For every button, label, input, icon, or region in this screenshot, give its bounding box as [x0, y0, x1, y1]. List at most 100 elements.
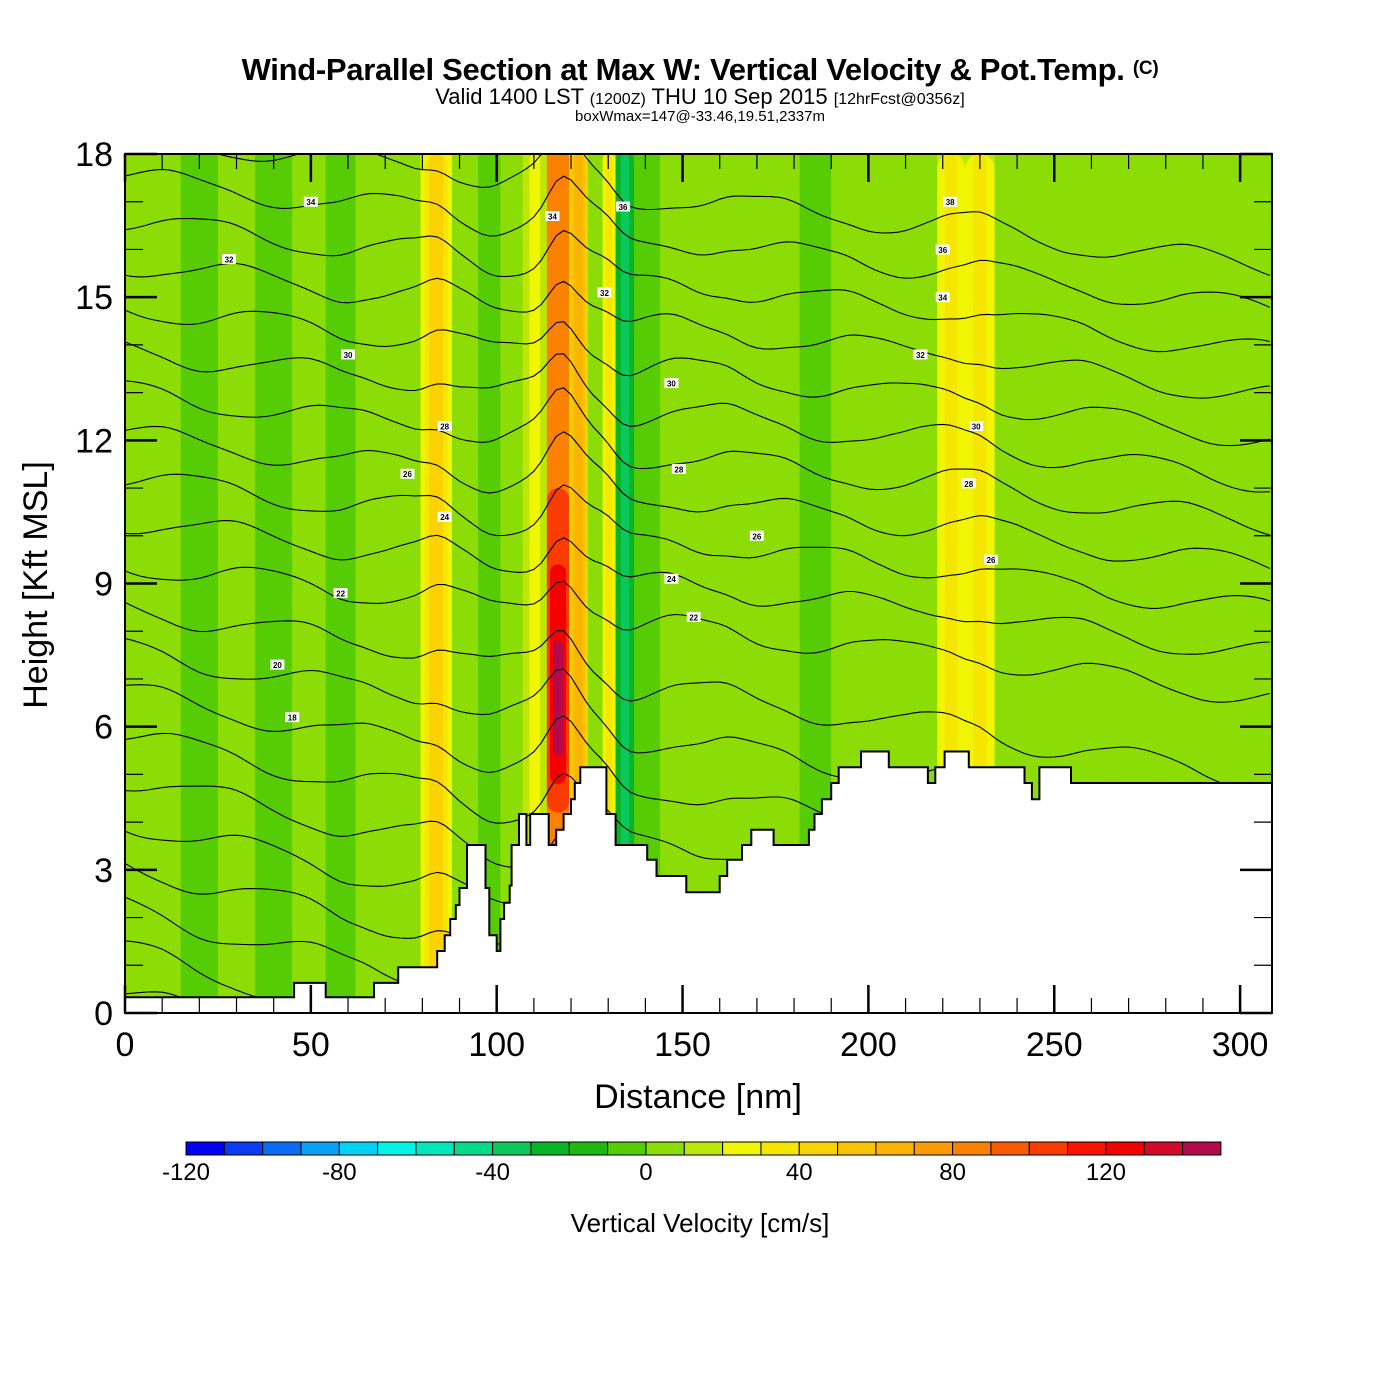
velocity-band [387, 154, 421, 1013]
colorbar-swatch [300, 1141, 340, 1156]
contour-label: 32 [913, 349, 928, 360]
svg-text:38: 38 [946, 198, 955, 207]
pot-temp-contour [125, 380, 1270, 536]
svg-text:30: 30 [972, 423, 981, 432]
colorbar-swatch [1182, 1141, 1222, 1156]
contour-label: 22 [686, 611, 701, 622]
contour-label: 18 [285, 712, 300, 723]
velocity-core [553, 640, 563, 756]
contour-label: 30 [341, 349, 356, 360]
contour-label: 34 [303, 196, 318, 207]
y-tick-label: 0 [94, 995, 113, 1033]
colorbar-swatch [645, 1141, 685, 1156]
colorbar-swatch [798, 1141, 839, 1156]
svg-text:28: 28 [964, 480, 973, 489]
svg-text:34: 34 [306, 198, 315, 207]
colorbar-swatch [568, 1141, 609, 1156]
valid-utc: (1200Z) [589, 91, 646, 108]
colorbar-swatch [338, 1141, 379, 1156]
pot-temp-contour [125, 309, 1270, 447]
svg-text:28: 28 [674, 465, 683, 474]
svg-text:36: 36 [938, 246, 947, 255]
colorbar: -120 -80 -40 0 40 80 120 [162, 1141, 1222, 1186]
colorbar-swatch [722, 1141, 762, 1156]
velocity-core [606, 154, 613, 1013]
chart-title-text: Wind-Parallel Section at Max W: Vertical… [241, 52, 1125, 87]
velocity-band [478, 154, 501, 1013]
y-tick-label: 12 [75, 422, 113, 460]
pot-temp-contour [125, 601, 1270, 790]
svg-text:24: 24 [667, 575, 676, 584]
velocity-band [500, 154, 523, 1013]
contour-label: 28 [671, 463, 686, 474]
contour-label: 24 [664, 573, 679, 584]
colorbar-swatch [415, 1141, 455, 1156]
y-tick-label: 3 [94, 852, 113, 890]
pot-temp-contour [125, 262, 1270, 399]
pot-temp-contour [125, 425, 1271, 569]
velocity-core [529, 154, 541, 1013]
svg-text:28: 28 [440, 423, 449, 432]
contour-label: 32 [222, 253, 237, 264]
colorbar-swatch [453, 1141, 494, 1156]
contour-label: 24 [437, 511, 452, 522]
contour-label: 26 [749, 530, 764, 541]
velocity-band [355, 154, 388, 1013]
colorbar-tick-label: 0 [639, 1159, 652, 1186]
pot-temp-contour [125, 473, 1270, 609]
y-tick-label: 15 [75, 279, 113, 317]
contour-label: 28 [961, 478, 976, 489]
contour-label: 20 [270, 659, 285, 670]
colorbar-tick-label: 40 [786, 1159, 813, 1186]
svg-text:18: 18 [288, 714, 297, 723]
svg-text:34: 34 [938, 294, 947, 303]
box-wmax-info: boxWmax=147@-33.46,19.51,2337m [575, 108, 825, 125]
velocity-band [292, 154, 326, 1013]
colorbar-swatch [492, 1141, 532, 1156]
contour-label: 26 [984, 554, 999, 565]
y-axis-title: Height [Kft MSL] [17, 461, 55, 709]
x-tick-label: 100 [468, 1026, 525, 1064]
colorbar-swatch [377, 1141, 417, 1156]
contour-label: 32 [597, 287, 612, 298]
svg-text:36: 36 [619, 203, 628, 212]
svg-text:32: 32 [600, 289, 609, 298]
svg-text:24: 24 [440, 513, 449, 522]
svg-text:22: 22 [336, 590, 345, 599]
colorbar-swatch [952, 1141, 992, 1156]
colorbar-swatch [1105, 1141, 1145, 1156]
colorbar-tick-label: 120 [1086, 1159, 1126, 1186]
pot-temp-contour [125, 896, 596, 1013]
chart-title: Wind-Parallel Section at Max W: Vertical… [0, 52, 1400, 88]
x-tick-label: 300 [1212, 1026, 1269, 1064]
velocity-core [620, 154, 630, 1013]
contour-label: 38 [943, 196, 958, 207]
colorbar-title: Vertical Velocity [cm/s] [571, 1208, 830, 1238]
contour-label: 36 [616, 201, 631, 212]
contour-label: 30 [664, 378, 679, 389]
svg-text:30: 30 [667, 380, 676, 389]
contour-label: 22 [333, 588, 348, 599]
pot-temp-contour [215, 154, 1270, 276]
colorbar-swatch [1067, 1141, 1107, 1156]
velocity-core [429, 154, 444, 1013]
svg-text:26: 26 [403, 470, 412, 479]
colorbar-swatch [607, 1141, 647, 1156]
chart-subtitle: Valid 1400 LST (1200Z) THU 10 Sep 2015 [… [0, 84, 1400, 110]
contour-label: 28 [437, 421, 452, 432]
colorbar-tick-label: -40 [475, 1159, 510, 1186]
velocity-band [180, 154, 218, 1013]
colorbar-tick-label: -80 [322, 1159, 357, 1186]
colorbar-swatch [185, 1141, 225, 1156]
velocity-band [325, 154, 356, 1013]
pot-temp-contour [125, 520, 1270, 655]
velocity-band [217, 154, 256, 1013]
valid-date: THU 10 Sep 2015 [651, 84, 828, 109]
forecast-info: [12hrFcst@0356z] [833, 91, 965, 108]
svg-text:26: 26 [752, 532, 761, 541]
terrain-mask [125, 750, 1272, 1013]
x-tick-label: 50 [292, 1026, 330, 1064]
colorbar-tick-label: 80 [939, 1159, 966, 1186]
